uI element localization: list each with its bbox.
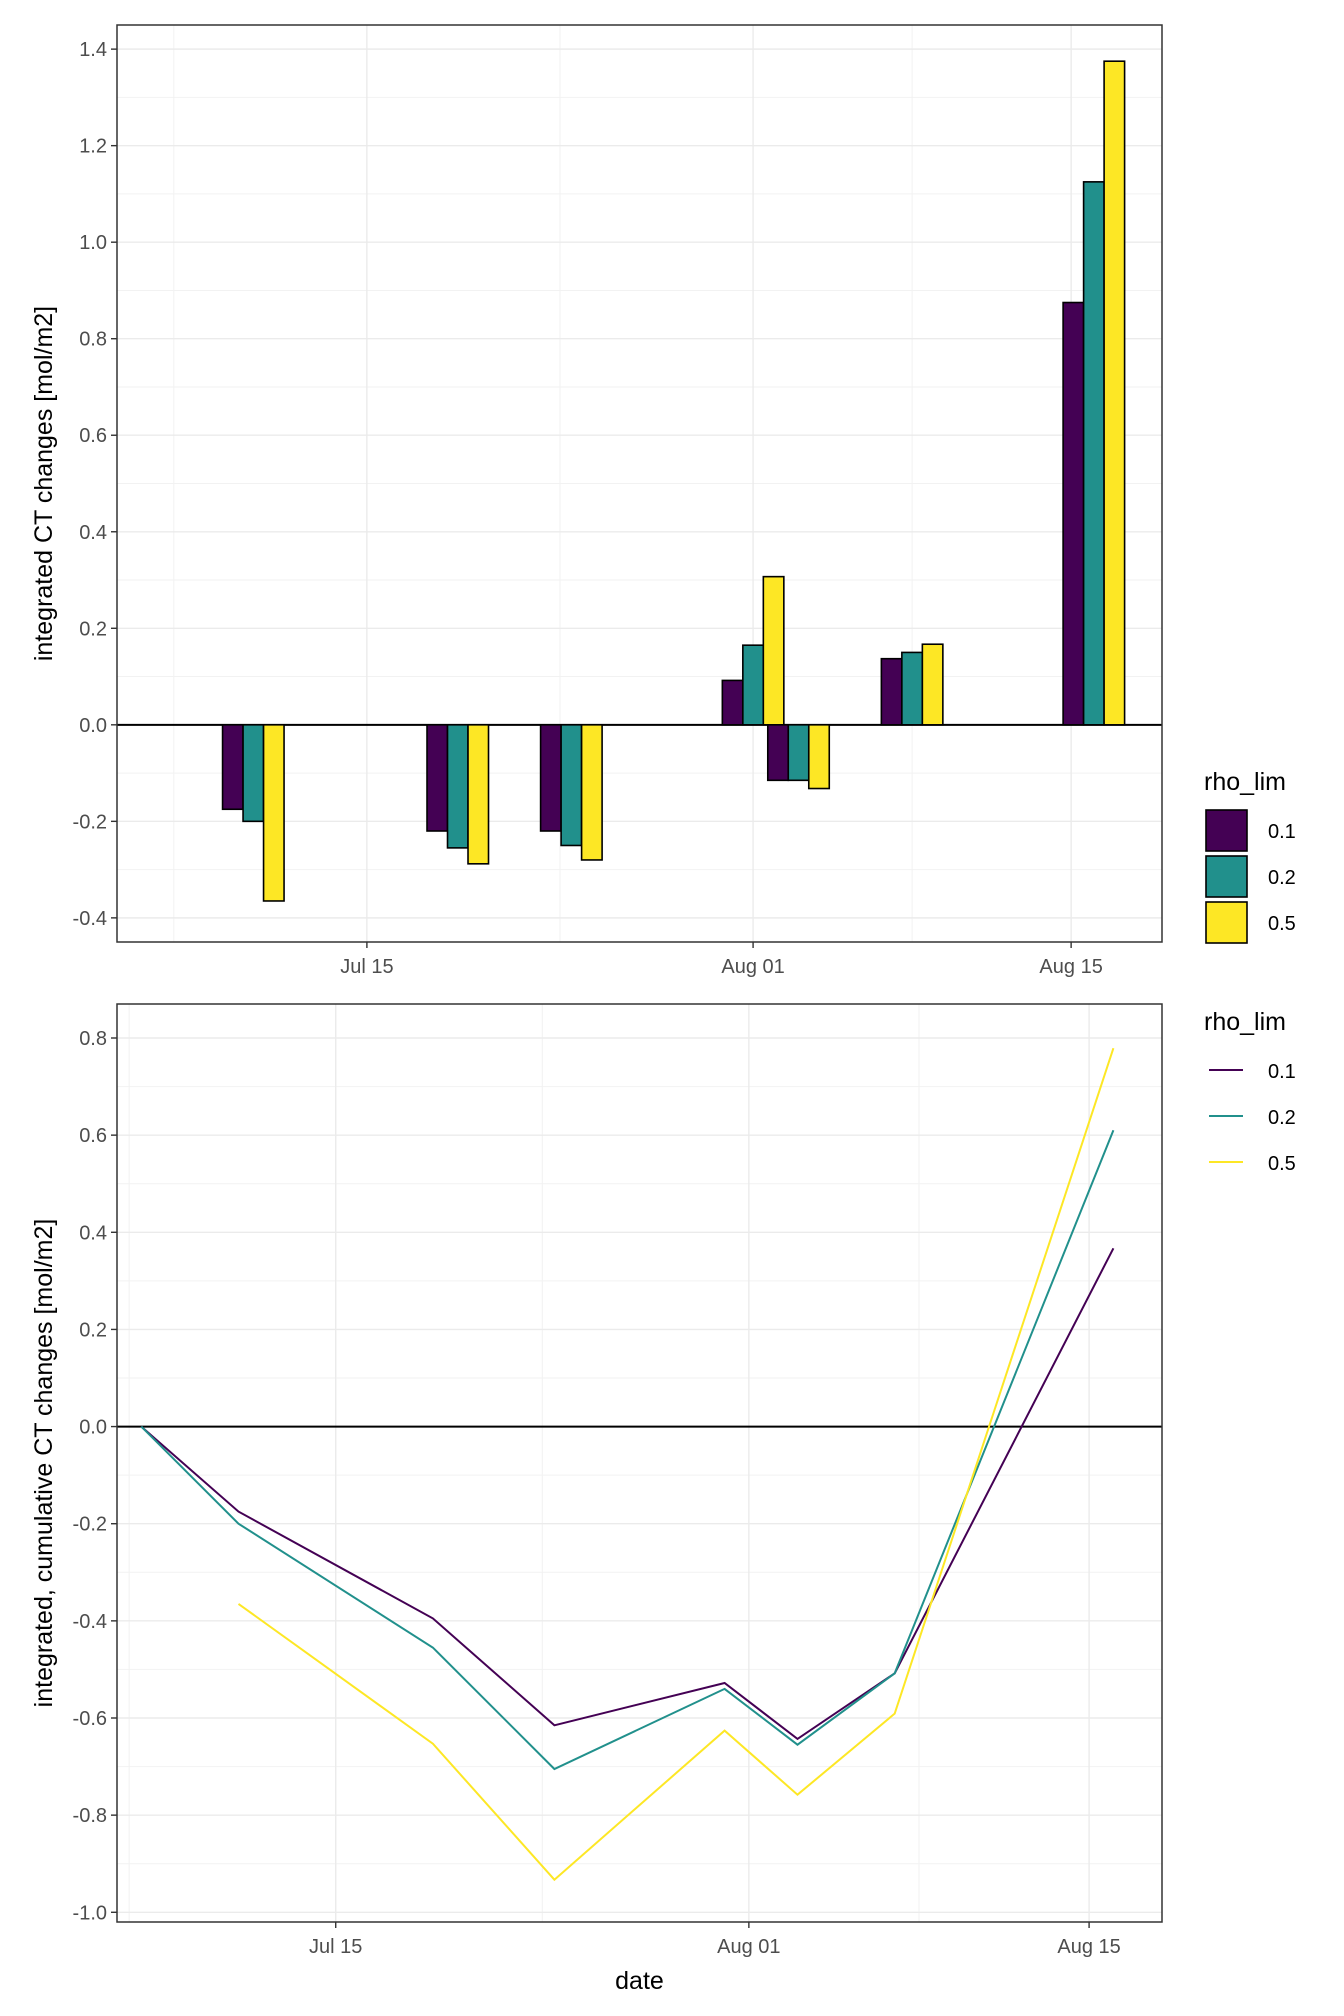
bar-0_1 xyxy=(539,724,562,832)
y-tick-label: 0.6 xyxy=(79,425,107,447)
series-line-0_2 xyxy=(140,1129,1115,1771)
x-tick-label: Jul 15 xyxy=(309,1936,362,1958)
y-tick-label: -0.8 xyxy=(73,1805,107,1827)
y-axis-title: integrated CT changes [mol/m2] xyxy=(30,306,58,661)
series-line-0_5 xyxy=(237,1047,1115,1882)
legend-title: rho_lim xyxy=(1204,768,1286,796)
bar-0_5 xyxy=(467,724,490,865)
y-tick-label: -1.0 xyxy=(73,1902,107,1924)
bar-0_1 xyxy=(880,657,903,726)
bar-0_1 xyxy=(221,724,244,811)
x-tick-label: Jul 15 xyxy=(340,956,393,978)
bar-0_1 xyxy=(426,724,449,832)
x-tick-label: Aug 15 xyxy=(1039,956,1102,978)
legend-label: 0.5 xyxy=(1268,913,1296,935)
bar-0_5 xyxy=(580,724,603,861)
y-tick-label: 0.8 xyxy=(79,1028,107,1050)
y-tick-label: 1.2 xyxy=(79,136,107,158)
x-axis-title: date xyxy=(615,1967,664,1995)
plot-border xyxy=(116,1003,1163,1923)
y-tick-label: -0.4 xyxy=(73,908,107,930)
y-tick-label: -0.2 xyxy=(73,811,107,833)
bar-0_2 xyxy=(446,724,469,849)
legend: rho_lim 0.1 0.2 0.5 xyxy=(1204,768,1296,944)
y-tick-label: -0.4 xyxy=(73,1611,107,1633)
bar-0_1 xyxy=(721,679,744,726)
bar-0_2 xyxy=(742,644,765,726)
y-tick-label: 0.8 xyxy=(79,329,107,351)
plot-background xyxy=(117,1004,1162,1922)
bar-0_2 xyxy=(901,651,924,726)
y-tick-label: 0.2 xyxy=(79,1319,107,1341)
bar-0_1 xyxy=(1062,301,1085,726)
bar-0_5 xyxy=(1103,60,1126,726)
y-tick-label: -0.2 xyxy=(73,1514,107,1536)
y-tick-label: 1.0 xyxy=(79,232,107,254)
line-chart-panel: -1.0 -0.8 -0.6 -0.4 -0.2 0.0 0.2 0.4 0.6 0.8 Jul 1… xyxy=(30,1003,1296,1995)
legend: rho_lim 0.1 0.2 0.5 xyxy=(1204,1008,1296,1175)
bar-chart-panel: -0.4 -0.2 0.0 0.2 0.4 0.6 0.8 1.0 1.2 1.4 Jul 15 Au… xyxy=(30,24,1296,978)
y-axis-title: integrated, cumulative CT changes [mol/m… xyxy=(30,1219,58,1708)
bar-0_5 xyxy=(762,575,785,726)
y-tick-label: 0.0 xyxy=(79,1417,107,1439)
bar-0_2 xyxy=(560,724,583,847)
bar-0_5 xyxy=(921,643,944,726)
legend-label: 0.5 xyxy=(1268,1153,1296,1175)
x-tick-label: Aug 01 xyxy=(717,1936,780,1958)
legend-key-0_2 xyxy=(1205,855,1248,898)
bar-0_2 xyxy=(1082,181,1105,726)
bar-0_2 xyxy=(242,724,265,823)
plot-border xyxy=(116,24,1163,943)
y-tick-label: 1.4 xyxy=(79,39,107,61)
legend-label: 0.2 xyxy=(1268,867,1296,889)
y-tick-label: 0.4 xyxy=(79,522,107,544)
y-tick-label: 0.0 xyxy=(79,715,107,737)
bar-0_5 xyxy=(262,724,285,902)
x-tick-label: Aug 15 xyxy=(1057,1936,1120,1958)
legend-key-0_5 xyxy=(1205,901,1248,944)
legend-title: rho_lim xyxy=(1204,1008,1286,1036)
legend-key-0_1 xyxy=(1205,809,1248,852)
bar-0_1 xyxy=(766,724,790,782)
y-tick-label: 0.6 xyxy=(79,1125,107,1147)
y-tick-label: -0.6 xyxy=(73,1708,107,1730)
legend-label: 0.1 xyxy=(1268,821,1296,843)
bar-0_2 xyxy=(787,724,810,782)
legend-label: 0.2 xyxy=(1268,1107,1296,1129)
y-tick-label: 0.2 xyxy=(79,618,107,640)
y-tick-label: 0.4 xyxy=(79,1222,107,1244)
legend-label: 0.1 xyxy=(1268,1061,1296,1083)
bar-0_5 xyxy=(807,724,831,790)
x-tick-label: Aug 01 xyxy=(721,956,784,978)
